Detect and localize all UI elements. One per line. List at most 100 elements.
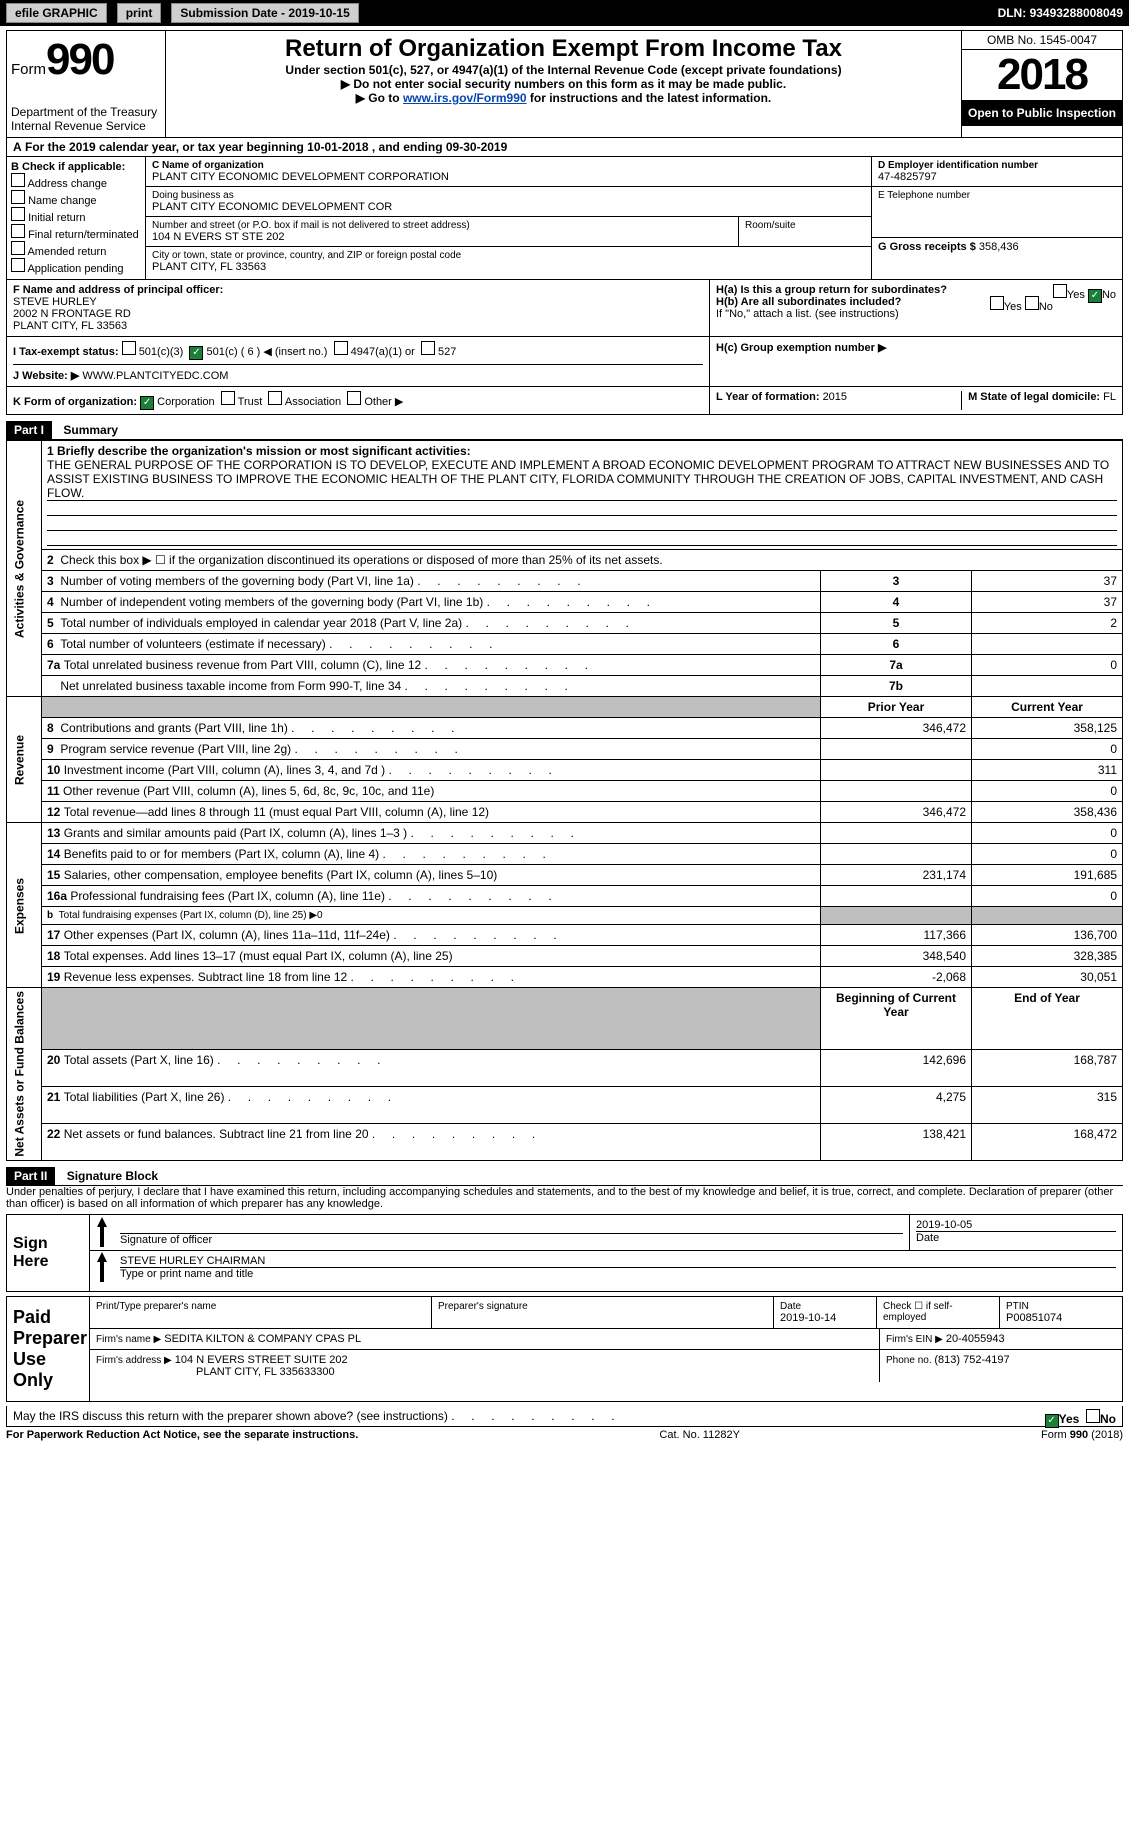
line-9: 9 Program service revenue (Part VIII, li… [7, 739, 1123, 760]
fein: 20-4055943 [946, 1333, 1005, 1345]
room-lbl: Room/suite [745, 220, 865, 231]
dln: DLN: 93493288008049 [998, 6, 1123, 20]
cat-no: Cat. No. 11282Y [659, 1429, 740, 1441]
prior-year-hdr: Prior Year [821, 697, 972, 718]
line-21: 21 Total liabilities (Part X, line 26)4,… [7, 1086, 1123, 1123]
faddr2: PLANT CITY, FL 335633300 [96, 1366, 873, 1378]
part2-header: Part II Signature Block [6, 1167, 1123, 1186]
side-bal: Net Assets or Fund Balances [7, 988, 42, 1161]
k-row: K Form of organization: ✓ Corporation Tr… [7, 387, 710, 414]
line-10: 10 Investment income (Part VIII, column … [7, 760, 1123, 781]
l-row: L Year of formation: 2015 [716, 391, 961, 410]
pdate: 2019-10-14 [780, 1312, 870, 1324]
chk-final[interactable]: Final return/terminated [11, 224, 141, 241]
side-rev: Revenue [7, 697, 42, 823]
fh-section: F Name and address of principal officer:… [6, 280, 1123, 337]
chk-amended[interactable]: Amended return [11, 241, 141, 258]
org-name: PLANT CITY ECONOMIC DEVELOPMENT CORPORAT… [152, 171, 865, 183]
line-3: 3 Number of voting members of the govern… [7, 571, 1123, 592]
line-17: 17 Other expenses (Part IX, column (A), … [7, 925, 1123, 946]
part1-header: Part I Summary [6, 421, 1123, 440]
pname-lbl: Print/Type preparer's name [96, 1301, 425, 1312]
arrow-icon [90, 1251, 114, 1284]
ha-row: H(a) Is this a group return for subordin… [716, 284, 1116, 296]
hb2-row: If "No," attach a list. (see instruction… [716, 308, 1116, 320]
form-990-label: Form990 [11, 35, 161, 85]
gross-val: 358,436 [979, 241, 1019, 253]
i-row: I Tax-exempt status: 501(c)(3) ✓ 501(c) … [13, 341, 703, 360]
psig-lbl: Preparer's signature [438, 1301, 767, 1312]
line-14: 14 Benefits paid to or for members (Part… [7, 844, 1123, 865]
hc-row: H(c) Group exemption number ▶ [716, 341, 1116, 354]
tax-year: 2018 [962, 50, 1122, 100]
fphone-lbl: Phone no. [886, 1355, 934, 1366]
sig-officer-lbl: Signature of officer [120, 1234, 903, 1246]
firm-lbl: Firm's name ▶ [96, 1334, 161, 1345]
line-19: 19 Revenue less expenses. Subtract line … [7, 967, 1123, 988]
faddr1: 104 N EVERS STREET SUITE 202 [175, 1354, 348, 1366]
pdate-lbl: Date [780, 1301, 870, 1312]
form990-link[interactable]: www.irs.gov/Form990 [403, 91, 527, 105]
city-lbl: City or town, state or province, country… [152, 250, 865, 261]
mission-lbl: 1 Briefly describe the organization's mi… [47, 444, 1117, 458]
line-6: 6 Total number of volunteers (estimate i… [7, 634, 1123, 655]
line-16b: b Total fundraising expenses (Part IX, c… [7, 907, 1123, 925]
m-row: M State of legal domicile: FL [961, 391, 1116, 410]
chk-initial[interactable]: Initial return [11, 207, 141, 224]
omb-number: OMB No. 1545-0047 [962, 31, 1122, 50]
subdate-btn: Submission Date - 2019-10-15 [171, 3, 358, 23]
line-5: 5 Total number of individuals employed i… [7, 613, 1123, 634]
paid-preparer-block: Paid Preparer Use Only Print/Type prepar… [6, 1296, 1123, 1402]
irs-label: Internal Revenue Service [11, 119, 161, 133]
line-7b: Net unrelated business taxable income fr… [7, 676, 1123, 697]
ein: 47-4825797 [878, 171, 1116, 183]
klm-section: K Form of organization: ✓ Corporation Tr… [6, 387, 1123, 415]
chk-pending[interactable]: Application pending [11, 258, 141, 275]
paid-preparer-label: Paid Preparer Use Only [7, 1297, 90, 1401]
may-discuss: May the IRS discuss this return with the… [6, 1406, 1123, 1427]
line-2: 2 Check this box ▶ ☐ if the organization… [42, 550, 1123, 571]
paperwork-notice: For Paperwork Reduction Act Notice, see … [6, 1429, 358, 1441]
c-name-lbl: C Name of organization [152, 160, 865, 171]
form-title: Return of Organization Exempt From Incom… [174, 35, 953, 63]
efile-btn[interactable]: efile GRAPHIC [6, 3, 107, 23]
j-row: J Website: ▶ WWW.PLANTCITYEDC.COM [13, 364, 703, 382]
check-if-header: B Check if applicable: [11, 161, 141, 173]
city: PLANT CITY, FL 33563 [152, 261, 865, 273]
sign-here-block: Sign Here Signature of officer 2019-10-0… [6, 1214, 1123, 1292]
street: 104 N EVERS ST STE 202 [152, 231, 732, 243]
subtitle-3: ▶ Go to www.irs.gov/Form990 for instruct… [174, 91, 953, 105]
dba-lbl: Doing business as [152, 190, 865, 201]
fphone: (813) 752-4197 [934, 1354, 1009, 1366]
self-emp: Check ☐ if self-employed [883, 1301, 993, 1323]
line-13: 13 Grants and similar amounts paid (Part… [42, 823, 821, 844]
footer: For Paperwork Reduction Act Notice, see … [6, 1429, 1123, 1441]
officer-addr1: 2002 N FRONTAGE RD [13, 308, 703, 320]
ein-lbl: D Employer identification number [878, 160, 1116, 171]
dba-name: PLANT CITY ECONOMIC DEVELOPMENT COR [152, 201, 865, 213]
sign-here-label: Sign Here [7, 1215, 90, 1291]
faddr-lbl: Firm's address ▶ [96, 1355, 172, 1366]
arrow-icon [90, 1215, 114, 1250]
line-18: 18 Total expenses. Add lines 13–17 (must… [7, 946, 1123, 967]
current-year-hdr: Current Year [972, 697, 1123, 718]
ptin-lbl: PTIN [1006, 1301, 1116, 1312]
entity-grid: B Check if applicable: Address change Na… [6, 157, 1123, 280]
line-15: 15 Salaries, other compensation, employe… [7, 865, 1123, 886]
ptin: P00851074 [1006, 1312, 1116, 1324]
chk-address[interactable]: Address change [11, 173, 141, 190]
period-row: A For the 2019 calendar year, or tax yea… [6, 138, 1123, 157]
chk-name[interactable]: Name change [11, 190, 141, 207]
subtitle-2: ▶ Do not enter social security numbers o… [174, 77, 953, 91]
boy-hdr: Beginning of Current Year [821, 988, 972, 1050]
officer-name: STEVE HURLEY [13, 296, 703, 308]
line-20: 20 Total assets (Part X, line 16)142,696… [7, 1049, 1123, 1086]
sig-date: 2019-10-05 [916, 1219, 1116, 1232]
side-exp: Expenses [7, 823, 42, 988]
side-gov: Activities & Governance [7, 441, 42, 697]
print-btn[interactable]: print [117, 3, 162, 23]
mission-text: THE GENERAL PURPOSE OF THE CORPORATION I… [47, 458, 1117, 501]
subtitle-1: Under section 501(c), 527, or 4947(a)(1)… [174, 63, 953, 77]
officer-print-lbl: Type or print name and title [120, 1268, 1116, 1280]
form-header: Form990 Department of the Treasury Inter… [6, 30, 1123, 138]
